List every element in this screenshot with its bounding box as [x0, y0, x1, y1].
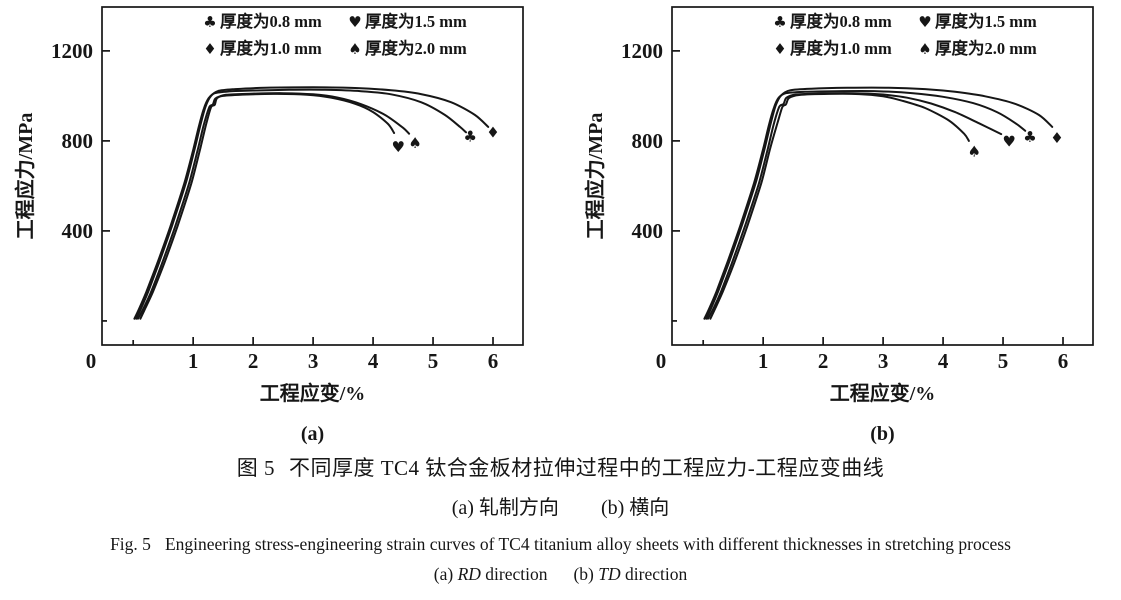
caption-en2-td: TD: [598, 564, 621, 584]
legend-label: 厚度为0.8 mm: [790, 11, 892, 31]
y-tick-label: 400: [632, 219, 664, 243]
series-end-marker: ♣: [1023, 128, 1036, 146]
x-tick-label: 0: [86, 349, 97, 373]
x-tick-label: 2: [818, 349, 829, 373]
x-tick-label: 1: [758, 349, 769, 373]
caption-cn-line2: (a) 轧制方向 (b) 横向: [0, 491, 1121, 520]
series-end-marker: ♥: [392, 138, 405, 156]
series-curve-1.5mm: [707, 92, 1003, 320]
panel-label: (b): [870, 423, 894, 445]
x-tick-label: 2: [248, 349, 259, 373]
y-tick-label: 800: [632, 129, 664, 153]
legend-label: 厚度为1.5 mm: [935, 11, 1037, 31]
legend-label: 厚度为0.8 mm: [220, 11, 322, 31]
caption-en2-a-paren: (a): [433, 564, 454, 584]
caption-en-figno: Fig. 5: [110, 534, 151, 554]
legend-label: 厚度为1.5 mm: [365, 11, 467, 31]
series-curve-2.0mm: [139, 92, 411, 320]
legend-marker: ♥: [348, 13, 361, 31]
legend-marker: ♠: [918, 40, 931, 58]
legend-label: 厚度为2.0 mm: [935, 38, 1037, 58]
caption-en2-dir2: direction: [625, 564, 688, 584]
x-axis-title: 工程应变/%: [260, 381, 366, 405]
series-curve-1.0mm: [135, 86, 490, 320]
series-end-marker: ♦: [1050, 129, 1063, 147]
y-axis-title: 工程应力/MPa: [13, 113, 37, 240]
y-tick-label: 1200: [51, 39, 93, 63]
x-tick-label: 0: [656, 349, 667, 373]
series-end-marker: ♠: [968, 143, 981, 161]
caption-cn-title: 不同厚度 TC4 钛合金板材拉伸过程中的工程应力-工程应变曲线: [288, 456, 885, 480]
caption-en2-b-paren: (b): [573, 564, 594, 584]
legend-marker: ♠: [348, 40, 361, 58]
series-end-marker: ♣: [463, 127, 476, 145]
y-tick-label: 400: [62, 219, 94, 243]
caption-en2-rd: RD: [457, 564, 481, 584]
legend-marker: ♥: [918, 13, 931, 31]
y-tick-label: 1200: [621, 39, 663, 63]
x-tick-label: 4: [368, 349, 379, 373]
series-curve-1.5mm: [137, 92, 396, 320]
x-tick-label: 3: [878, 349, 889, 373]
x-tick-label: 3: [308, 349, 319, 373]
caption-cn-figno: 图 5: [236, 456, 275, 480]
caption-cn2-b-paren: (b): [600, 497, 625, 519]
caption-cn2-b-text: 横向: [629, 497, 670, 519]
x-tick-label: 6: [1058, 349, 1069, 373]
legend-marker: ♦: [203, 40, 216, 58]
y-tick-label: 800: [62, 129, 94, 153]
legend-label: 厚度为1.0 mm: [790, 38, 892, 58]
legend-label: 厚度为1.0 mm: [220, 38, 322, 58]
caption-en-title: Engineering stress-engineering strain cu…: [164, 534, 1011, 554]
caption-cn2-a-text: 轧制方向: [478, 497, 559, 519]
y-axis-title: 工程应力/MPa: [583, 113, 607, 240]
caption-cn2-a-paren: (a): [451, 497, 474, 519]
series-end-marker: ♥: [1002, 133, 1015, 151]
series-end-marker: ♠: [408, 134, 421, 152]
caption-en2-dir1: direction: [485, 564, 548, 584]
caption-en-line1: Fig. 5 Engineering stress-engineering str…: [0, 534, 1121, 555]
series-end-marker: ♦: [486, 123, 499, 141]
series-curve-1.0mm: [705, 86, 1054, 320]
legend-marker: ♣: [203, 13, 216, 31]
x-tick-label: 5: [998, 349, 1009, 373]
caption-en-line2: (a) RD direction (b) TD direction: [0, 564, 1121, 585]
legend-label: 厚度为2.0 mm: [365, 38, 467, 58]
x-tick-label: 4: [938, 349, 949, 373]
series-curve-2.0mm: [709, 92, 970, 320]
x-tick-label: 5: [428, 349, 439, 373]
caption-cn-line1: 图 5 不同厚度 TC4 钛合金板材拉伸过程中的工程应力-工程应变曲线: [0, 452, 1121, 482]
figure-captions: 图 5 不同厚度 TC4 钛合金板材拉伸过程中的工程应力-工程应变曲线 (a) 轧…: [0, 452, 1121, 585]
x-tick-label: 1: [188, 349, 199, 373]
x-tick-label: 6: [488, 349, 499, 373]
x-axis-title: 工程应变/%: [830, 381, 936, 405]
legend-marker: ♦: [773, 40, 786, 58]
panel-label: (a): [301, 423, 324, 445]
legend-marker: ♣: [773, 13, 786, 31]
